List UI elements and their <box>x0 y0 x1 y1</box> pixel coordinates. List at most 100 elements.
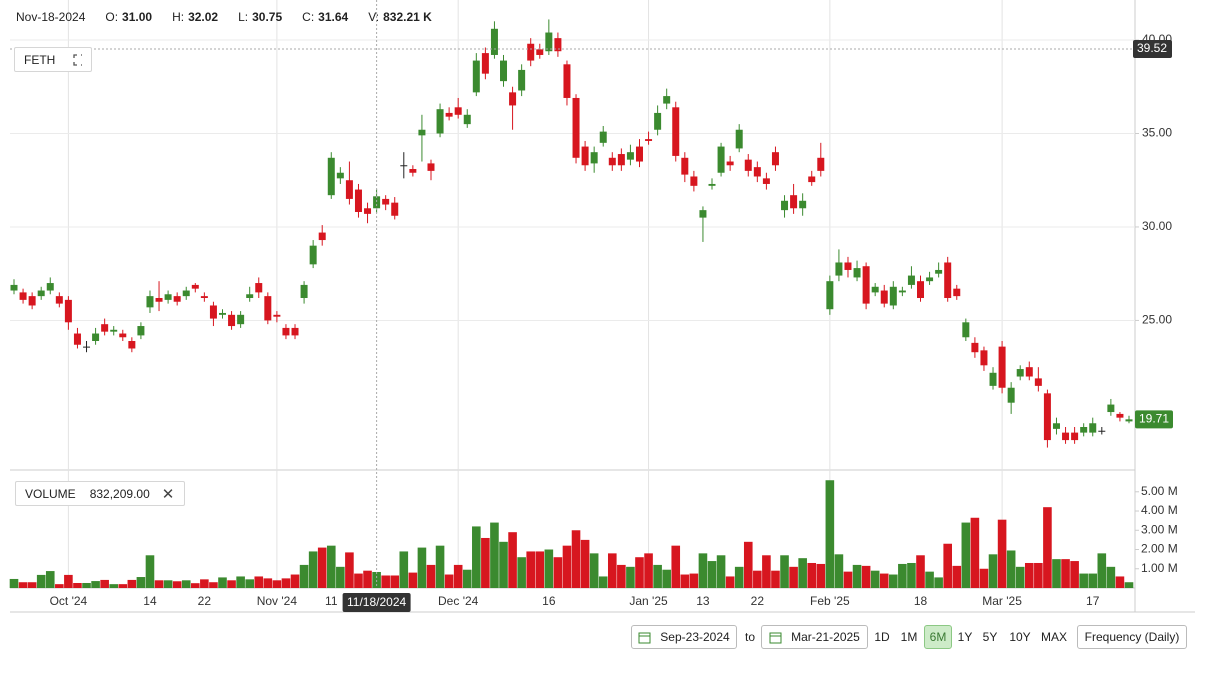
volume-bar <box>200 579 209 588</box>
candle-body <box>228 314 236 327</box>
volume-bar <box>879 573 889 588</box>
candle-body <box>699 210 707 218</box>
candle-body <box>889 286 897 306</box>
header-field-label: C: <box>302 10 315 24</box>
volume-bar <box>889 574 898 588</box>
volume-bar <box>435 545 445 588</box>
x-tick-label: 18 <box>914 594 928 608</box>
expand-icon[interactable] <box>73 53 82 66</box>
close-icon[interactable]: ✕ <box>161 485 175 503</box>
volume-bar <box>444 574 454 588</box>
volume-bar <box>1043 507 1052 588</box>
candle-body <box>672 107 680 156</box>
candle-body <box>209 305 217 319</box>
volume-bar <box>934 577 943 588</box>
candle-body <box>880 290 888 304</box>
range-button[interactable]: MAX <box>1040 630 1067 644</box>
volume-bar <box>1070 561 1079 588</box>
volume-bar <box>1124 582 1134 588</box>
candle-body <box>690 176 698 186</box>
volume-bar <box>336 566 345 588</box>
volume-bar <box>653 564 662 588</box>
candle-body <box>146 296 154 308</box>
range-button[interactable]: 6M <box>924 625 952 649</box>
volume-bar <box>299 564 309 588</box>
candle-body <box>354 189 362 213</box>
volume-bar <box>354 573 363 588</box>
volume-bar <box>1052 559 1061 588</box>
candle-body <box>454 107 462 115</box>
volume-bar <box>145 555 155 588</box>
volume-bar <box>1097 553 1107 588</box>
volume-bar <box>816 563 826 588</box>
header-field-value: 31.64 <box>318 10 349 24</box>
legend-value: 832,209.00 <box>89 486 150 501</box>
candle-body <box>599 131 607 143</box>
volume-bar <box>408 572 418 588</box>
header-field-value: 31.00 <box>122 10 153 24</box>
volume-bar <box>970 517 980 588</box>
volume-bar <box>82 582 91 588</box>
last-price-box <box>1135 410 1173 429</box>
candle-body <box>10 284 18 291</box>
end-date-button[interactable]: Mar-21-2025 <box>761 625 868 649</box>
range-button[interactable]: 1D <box>874 630 890 644</box>
volume-bar <box>626 566 635 588</box>
range-button[interactable]: 1Y <box>957 630 973 644</box>
last-price-label: 19.71 <box>1139 412 1169 426</box>
candle-body <box>418 129 426 136</box>
y-tick-label: 3.00 M <box>1141 522 1178 536</box>
volume-bar <box>952 565 962 588</box>
volume-bar <box>136 577 146 588</box>
candle-body <box>110 329 118 332</box>
candle-body <box>608 157 616 166</box>
volume-bar <box>617 564 626 588</box>
candle-body <box>817 157 825 171</box>
header-field-value: 32.02 <box>188 10 219 24</box>
candle-body <box>327 157 335 196</box>
volume-bar <box>55 584 64 588</box>
volume-bar <box>834 554 844 588</box>
end-date: Mar-21-2025 <box>791 630 860 644</box>
x-tick-label: Feb '25 <box>810 594 850 608</box>
volume-bar <box>290 574 300 588</box>
volume-bar <box>100 579 109 588</box>
volume-bar <box>707 561 717 588</box>
candle-body <box>645 139 653 141</box>
x-tick-label: 14 <box>143 594 157 608</box>
candle-body <box>472 60 480 93</box>
volume-bar <box>1024 562 1034 588</box>
volume-bar <box>472 526 481 588</box>
candle-body <box>862 266 870 304</box>
range-button[interactable]: 10Y <box>1009 630 1031 644</box>
candle-body <box>37 290 45 297</box>
candle-body <box>545 32 553 52</box>
volume-bar <box>363 570 372 588</box>
header-field-label: L: <box>238 10 249 24</box>
volume-bar <box>453 564 463 588</box>
candle-body <box>753 167 761 177</box>
volume-bar <box>961 522 971 588</box>
candle-body <box>871 286 879 293</box>
volume-bar <box>218 577 227 588</box>
volume-bar <box>807 562 817 588</box>
volume-bar <box>898 563 907 588</box>
range-button[interactable]: 5Y <box>982 630 998 644</box>
candle-body <box>500 60 508 82</box>
volume-bar <box>272 580 282 588</box>
candle-body <box>744 159 752 171</box>
candle-body <box>1025 367 1033 377</box>
volume-bar <box>544 549 554 588</box>
candle-body <box>300 284 308 299</box>
volume-bar <box>580 539 590 588</box>
volume-bar <box>191 583 200 588</box>
frequency-button[interactable]: Frequency (Daily) <box>1077 625 1187 649</box>
volume-bar <box>381 575 390 588</box>
candle-body <box>73 333 81 345</box>
candle-body <box>1098 430 1106 432</box>
range-button[interactable]: 1M <box>900 630 918 644</box>
candle-body <box>617 154 625 166</box>
calendar-icon <box>769 632 782 643</box>
start-date-button[interactable]: Sep-23-2024 <box>631 625 737 649</box>
candle-body <box>953 288 961 297</box>
